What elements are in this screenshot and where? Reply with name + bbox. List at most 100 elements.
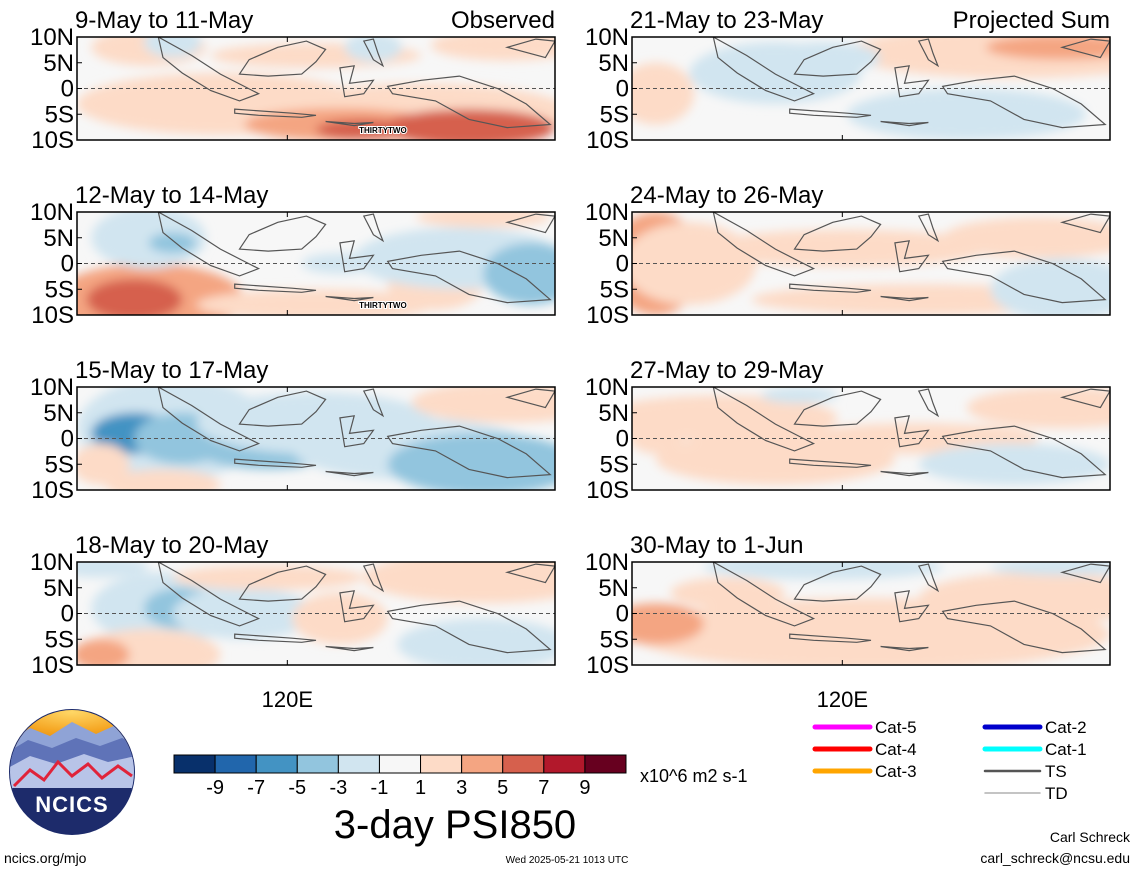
coastline <box>941 600 1107 654</box>
latitude-tick-label: 0 <box>61 251 74 278</box>
latitude-tick-label: 0 <box>61 76 74 103</box>
coastline <box>917 388 940 418</box>
coastline <box>362 563 385 593</box>
latitude-tick-label: 10N <box>30 199 74 226</box>
latitude-tick-label: 5N <box>598 225 629 252</box>
colorbar-tick-label: -1 <box>371 777 389 799</box>
ncics-logo: NCICS <box>9 709 135 835</box>
coastline <box>504 213 555 234</box>
coastline <box>1059 563 1110 584</box>
latitude-tick-label: 5S <box>600 626 629 653</box>
panel-title: 27-May to 29-May <box>630 357 823 384</box>
colorbar-tick-label: 9 <box>579 777 590 799</box>
latitude-tick-label: 5S <box>45 101 74 128</box>
coastline <box>157 212 261 277</box>
storm-category-legend: Cat-5 Cat-4 Cat-3 Cat-2 Cat-1 TS TD <box>812 718 1087 803</box>
coastline <box>325 295 374 302</box>
colorbar-swatch <box>461 754 504 774</box>
panel-title: 18-May to 20-May <box>75 532 268 559</box>
colorbar-tick-label: 7 <box>538 777 549 799</box>
latitude-tick-label: 10N <box>585 24 629 51</box>
footer-timestamp: Wed 2025-05-21 1013 UTC <box>506 855 629 866</box>
psi-anomaly-field <box>77 562 555 665</box>
column-label: Observed <box>451 7 555 34</box>
colorbar-tick-label: -3 <box>329 777 347 799</box>
latitude-tick-label: 10S <box>31 477 74 504</box>
coastline <box>386 425 552 479</box>
coastline <box>238 40 327 77</box>
latitude-tick-label: 5S <box>600 451 629 478</box>
latitude-tick-label: 0 <box>616 601 629 628</box>
latitude-tick-label: 10S <box>586 652 629 679</box>
latitude-tick-label: 10S <box>586 127 629 154</box>
colorbar-swatch <box>420 754 463 774</box>
colorbar-tick-label: 5 <box>497 777 508 799</box>
latitude-tick-label: 0 <box>616 251 629 278</box>
colorbar-units: x10^6 m2 s-1 <box>640 766 748 786</box>
psi-anomaly-field <box>77 37 555 140</box>
legend-label: Cat-1 <box>1045 740 1087 759</box>
latitude-tick-label: 0 <box>61 601 74 628</box>
coastline <box>941 75 1107 129</box>
psi-anomaly-field <box>632 37 1110 140</box>
coastline <box>339 590 375 623</box>
latitude-tick-label: 10S <box>31 652 74 679</box>
column-label: Projected Sum <box>953 7 1110 34</box>
coastline <box>386 250 552 304</box>
coastline <box>941 425 1107 479</box>
latitude-tick-label: 10S <box>586 302 629 329</box>
colorbar: -9 -7 -5 -3 -1 1 3 5 7 9 <box>173 754 627 799</box>
coastline <box>789 633 872 643</box>
latitude-tick-label: 5S <box>600 101 629 128</box>
coastline <box>362 38 385 68</box>
coastline <box>386 75 552 129</box>
panel-title: 30-May to 1-Jun <box>630 532 803 559</box>
footer-url: ncics.org/mjo <box>4 850 87 866</box>
coastline <box>339 240 375 273</box>
colorbar-tick-label: 3 <box>456 777 467 799</box>
coastline <box>339 65 375 98</box>
coastline <box>157 37 261 102</box>
latitude-tick-label: 10N <box>585 374 629 401</box>
coastline <box>1059 388 1110 409</box>
longitude-tick-label: 120E <box>262 687 313 712</box>
latitude-tick-label: 0 <box>61 426 74 453</box>
colorbar-swatch <box>296 754 339 774</box>
colorbar-tick-label: -9 <box>206 777 224 799</box>
coastline <box>894 240 930 273</box>
latitude-tick-label: 10N <box>30 24 74 51</box>
coastline <box>712 387 816 452</box>
coastline <box>793 565 882 602</box>
legend-label: Cat-2 <box>1045 718 1087 737</box>
latitude-tick-label: 10N <box>30 374 74 401</box>
coastline <box>880 645 929 652</box>
coastline <box>712 212 816 277</box>
coastline <box>941 250 1107 304</box>
coastline <box>1059 38 1110 59</box>
legend-label: Cat-4 <box>875 740 917 759</box>
author-email: carl_schreck@ncsu.edu <box>980 850 1130 866</box>
colorbar-tick-label: -5 <box>288 777 306 799</box>
colorbar-swatch <box>378 754 422 774</box>
coastline <box>157 387 261 452</box>
latitude-tick-label: 5N <box>43 400 74 427</box>
colorbar-swatch <box>543 754 586 774</box>
legend-label: Cat-3 <box>875 762 917 781</box>
coastline <box>234 108 317 118</box>
panel-title: 21-May to 23-May <box>630 7 823 34</box>
coastline <box>362 388 385 418</box>
latitude-tick-label: 10N <box>30 549 74 576</box>
latitude-tick-label: 5N <box>43 225 74 252</box>
coastline <box>917 563 940 593</box>
panel-title: 9-May to 11-May <box>75 7 253 34</box>
colorbar-swatch <box>214 754 257 774</box>
colorbar-tick-label: -7 <box>247 777 265 799</box>
coastline <box>712 562 816 627</box>
latitude-tick-label: 10N <box>585 199 629 226</box>
